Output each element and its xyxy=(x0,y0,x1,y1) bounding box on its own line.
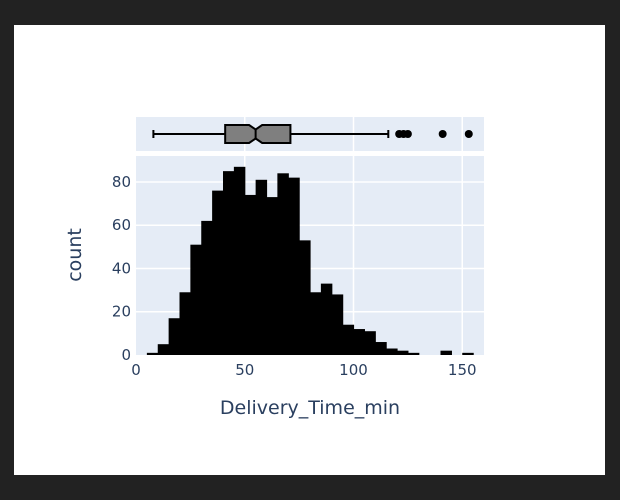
histogram-bar xyxy=(310,292,322,355)
histogram-bar xyxy=(288,177,300,355)
histogram-bar xyxy=(364,331,376,355)
histogram-bar xyxy=(277,173,289,355)
y-tick-label: 20 xyxy=(112,303,131,321)
x-axis-title: Delivery_Time_min xyxy=(220,397,400,419)
histogram-bar xyxy=(462,352,474,355)
histogram-boxplot-chart: 0 50 100 150 0 20 40 60 80 Delivery_Time_min cou… xyxy=(64,117,484,419)
boxplot-panel xyxy=(136,117,484,151)
notched-box xyxy=(224,124,292,144)
histogram-bar xyxy=(353,329,365,355)
histogram-bar xyxy=(201,220,213,355)
y-tick-label: 60 xyxy=(112,216,131,234)
histogram-bar xyxy=(179,292,191,355)
histogram-bar xyxy=(407,352,420,355)
histogram-bar xyxy=(233,166,246,355)
histogram-bar xyxy=(320,283,333,355)
histogram-bar xyxy=(146,352,159,355)
histogram-bar xyxy=(299,240,311,355)
histogram-bar xyxy=(190,244,202,355)
histogram-bar xyxy=(386,348,398,355)
outlier-point xyxy=(403,130,412,138)
histogram-bar xyxy=(255,179,268,355)
histogram-bar xyxy=(212,190,224,355)
x-tick-label: 50 xyxy=(235,361,254,379)
y-tick-label: 40 xyxy=(112,259,131,277)
outlier-point xyxy=(438,130,447,138)
histogram-bar xyxy=(168,318,181,355)
x-tick-label: 100 xyxy=(339,361,368,379)
y-tick-label: 80 xyxy=(112,173,131,191)
histogram-panel: 0 50 100 150 0 20 40 60 80 xyxy=(112,156,484,379)
histogram-bar xyxy=(223,171,235,355)
histogram-bar xyxy=(157,344,170,355)
outlier-point xyxy=(464,130,473,138)
histogram-bar xyxy=(266,197,278,355)
histogram-bar xyxy=(342,324,355,355)
y-axis-title: count xyxy=(64,228,86,282)
histogram-bar xyxy=(331,294,344,355)
histogram-bar xyxy=(375,342,387,355)
histogram-bar xyxy=(440,350,452,355)
histogram-bar xyxy=(397,350,409,355)
histogram-bar xyxy=(244,194,257,355)
x-tick-label: 150 xyxy=(448,361,477,379)
y-tick-label: 0 xyxy=(121,346,131,364)
x-tick-label: 0 xyxy=(131,361,141,379)
figure-frame: 0 50 100 150 0 20 40 60 80 Delivery_Time_min cou… xyxy=(14,25,605,475)
